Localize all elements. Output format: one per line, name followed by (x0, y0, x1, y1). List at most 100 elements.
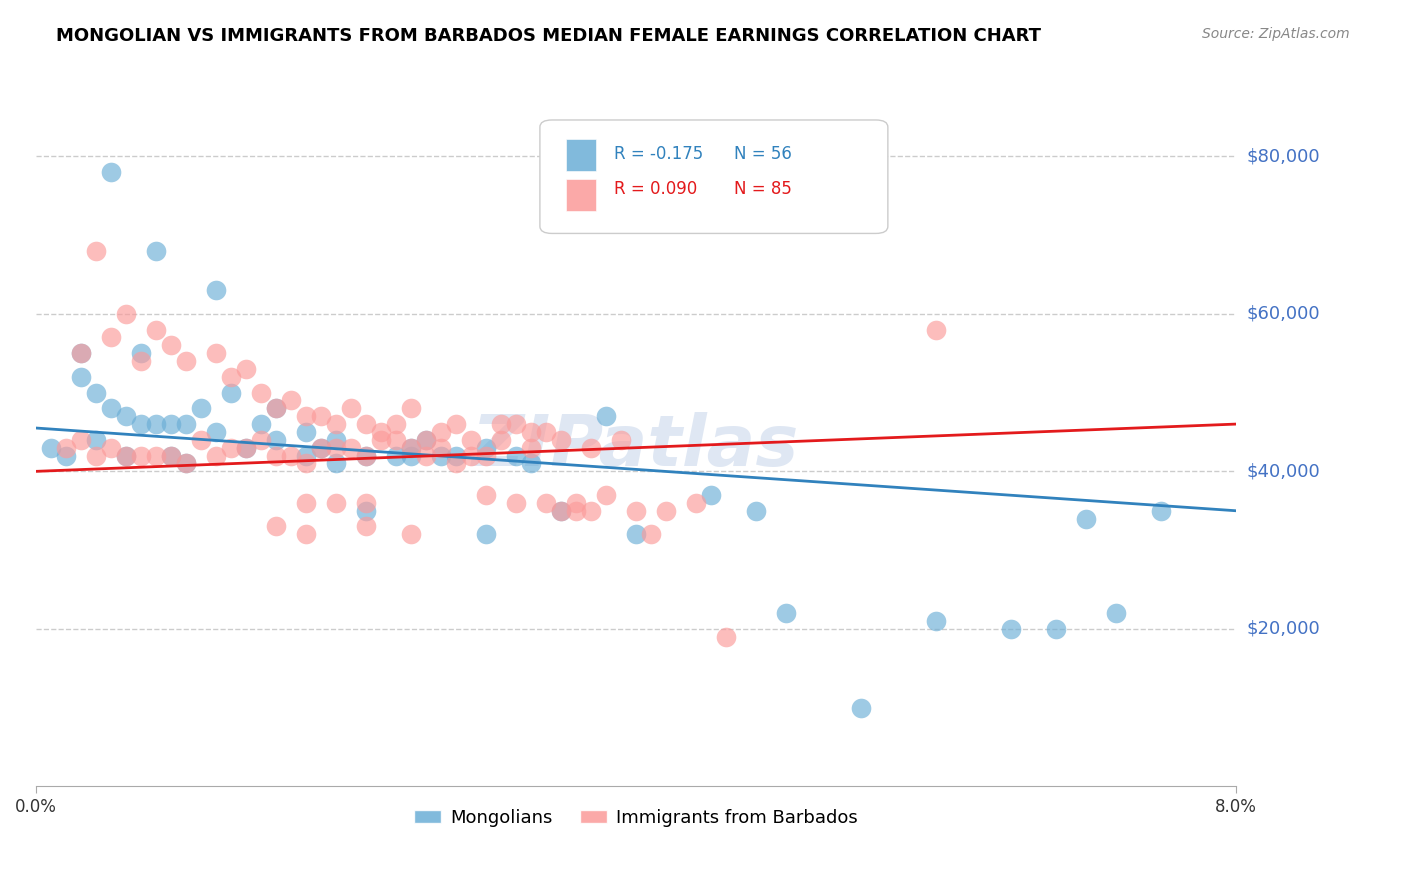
Point (399, 449, 422, 463)
Point (1105, 606, 1128, 620)
Point (354, 496, 377, 510)
Point (925, 322, 948, 336)
Point (505, 417, 527, 431)
Point (430, 449, 453, 463)
Point (610, 433, 633, 447)
Point (624, 527, 647, 541)
Point (264, 401, 287, 416)
Point (325, 417, 347, 431)
Text: R = -0.175: R = -0.175 (614, 145, 703, 163)
Point (354, 417, 377, 431)
Point (325, 433, 347, 447)
Point (280, 393, 302, 408)
Point (849, 700, 872, 714)
Point (190, 401, 212, 416)
Point (129, 417, 152, 431)
Text: N = 56: N = 56 (734, 145, 792, 163)
Point (309, 441, 332, 455)
Point (340, 441, 363, 455)
Point (295, 449, 318, 463)
Point (84, 449, 107, 463)
Point (550, 433, 572, 447)
Point (250, 385, 273, 400)
FancyBboxPatch shape (567, 139, 596, 171)
Point (264, 449, 287, 463)
Point (264, 519, 287, 533)
Point (385, 417, 408, 431)
Point (354, 449, 377, 463)
Point (115, 449, 138, 463)
Point (295, 457, 318, 471)
Point (595, 409, 617, 424)
Point (205, 283, 228, 297)
Point (685, 496, 707, 510)
Point (745, 504, 768, 518)
Point (70, 346, 93, 360)
Point (115, 307, 138, 321)
Point (55, 441, 77, 455)
Point (174, 457, 197, 471)
Text: $60,000: $60,000 (1247, 305, 1320, 323)
Point (550, 504, 572, 518)
Point (145, 322, 167, 336)
Point (775, 606, 797, 620)
Point (205, 346, 228, 360)
Point (550, 504, 572, 518)
Point (129, 449, 152, 463)
Point (129, 346, 152, 360)
Point (444, 417, 467, 431)
Point (399, 401, 422, 416)
Point (354, 449, 377, 463)
Point (280, 449, 302, 463)
Point (235, 362, 257, 376)
Point (70, 369, 93, 384)
Point (235, 441, 257, 455)
Point (520, 441, 543, 455)
Point (39, 441, 62, 455)
Point (70, 346, 93, 360)
Point (325, 441, 347, 455)
Point (415, 433, 437, 447)
Point (475, 441, 498, 455)
Point (219, 385, 242, 400)
Point (235, 441, 257, 455)
Point (174, 417, 197, 431)
Point (160, 449, 183, 463)
Point (475, 449, 498, 463)
Text: R = 0.090: R = 0.090 (614, 180, 697, 198)
Point (264, 401, 287, 416)
Text: $80,000: $80,000 (1247, 147, 1320, 165)
Point (160, 417, 183, 431)
Point (714, 630, 737, 644)
Point (370, 433, 392, 447)
Point (1045, 622, 1067, 636)
Point (295, 409, 318, 424)
Point (145, 449, 167, 463)
Point (489, 433, 512, 447)
Point (55, 449, 77, 463)
Point (325, 496, 347, 510)
Point (115, 409, 138, 424)
Point (84, 385, 107, 400)
Point (475, 488, 498, 502)
Point (1150, 504, 1173, 518)
Point (460, 449, 482, 463)
Point (250, 433, 273, 447)
Point (505, 449, 527, 463)
Text: ZIPatlas: ZIPatlas (472, 411, 800, 481)
Point (399, 441, 422, 455)
Point (444, 449, 467, 463)
Point (340, 401, 363, 416)
Point (655, 504, 678, 518)
Point (370, 425, 392, 439)
Point (534, 425, 557, 439)
Point (399, 441, 422, 455)
Point (70, 433, 93, 447)
Point (534, 496, 557, 510)
Point (579, 504, 602, 518)
Point (219, 369, 242, 384)
Point (444, 457, 467, 471)
Point (100, 441, 122, 455)
Point (1074, 511, 1097, 525)
Legend: Mongolians, Immigrants from Barbados: Mongolians, Immigrants from Barbados (406, 802, 865, 834)
